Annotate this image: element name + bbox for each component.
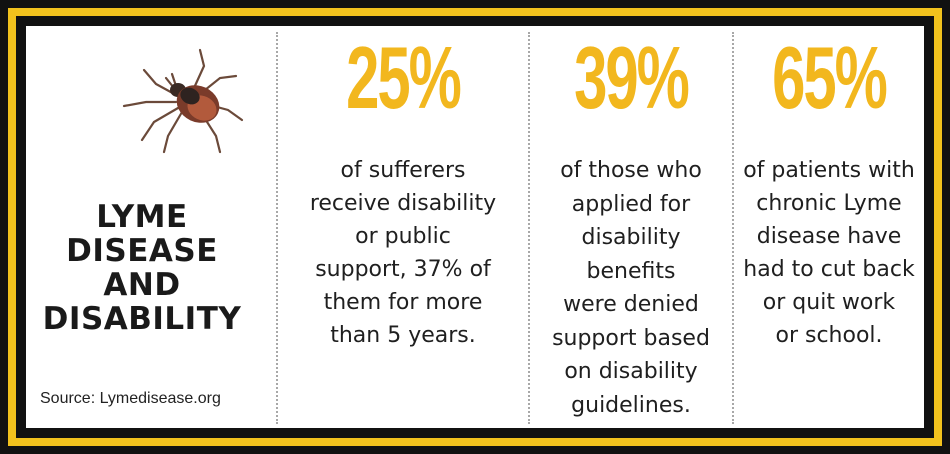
stat-1-line: or public: [355, 224, 451, 249]
tick-icon: [122, 48, 244, 154]
stat-2-line: on disability: [564, 359, 698, 384]
black-border: LYME DISEASE AND DISABILITY Source: Lyme…: [16, 16, 934, 438]
title-line-4: DISABILITY: [42, 301, 242, 337]
title-line-1: LYME: [96, 199, 188, 235]
stat-3-line: had to cut back: [743, 257, 915, 282]
source-credit: Source: Lymedisease.org: [40, 390, 221, 407]
stat-description-3: of patients with chronic Lyme disease ha…: [734, 154, 924, 352]
stat-3-line: chronic Lyme: [756, 191, 902, 216]
divider-3: [732, 32, 734, 424]
stat-column-1: 25% of sufferers receive disability or p…: [278, 26, 528, 428]
stat-1-line: than 5 years.: [330, 323, 476, 348]
stat-description-2: of those who applied for disability bene…: [530, 154, 732, 422]
divider-1: [276, 32, 278, 424]
stat-percentage-1: 25%: [346, 28, 462, 127]
stat-1-line: receive disability: [309, 191, 497, 216]
stat-description-1: of sufferers receive disability or publi…: [278, 154, 528, 352]
stat-2-line: guidelines.: [571, 392, 691, 418]
infographic-panel: LYME DISEASE AND DISABILITY Source: Lyme…: [26, 26, 924, 428]
stat-1-line: of sufferers: [340, 158, 466, 183]
title-column: LYME DISEASE AND DISABILITY Source: Lyme…: [26, 26, 276, 428]
stat-2-line: were denied: [563, 292, 699, 317]
stat-2-line: applied for: [571, 191, 691, 217]
stat-2-line: benefits: [586, 258, 676, 284]
stat-3-line: or quit work: [762, 290, 896, 315]
stat-3-line: of patients with: [743, 158, 915, 183]
divider-2: [528, 32, 530, 424]
stat-2-line: support based: [552, 325, 710, 351]
stat-3-line: disease have: [756, 224, 902, 249]
stat-column-3: 65% of patients with chronic Lyme diseas…: [734, 26, 924, 428]
stat-1-line: them for more: [323, 290, 483, 315]
stat-3-line: or school.: [775, 323, 883, 348]
title-line-3: AND: [103, 267, 181, 303]
stat-column-2: 39% of those who applied for disability …: [530, 26, 732, 428]
title-line-2: DISEASE: [66, 233, 218, 269]
stat-percentage-3: 65%: [772, 28, 888, 127]
yellow-frame: LYME DISEASE AND DISABILITY Source: Lyme…: [8, 8, 942, 446]
stat-percentage-2: 39%: [574, 28, 690, 127]
stat-1-line: support, 37% of: [315, 257, 491, 282]
stat-2-line: disability: [581, 225, 681, 250]
stat-2-line: of those who: [560, 158, 702, 183]
